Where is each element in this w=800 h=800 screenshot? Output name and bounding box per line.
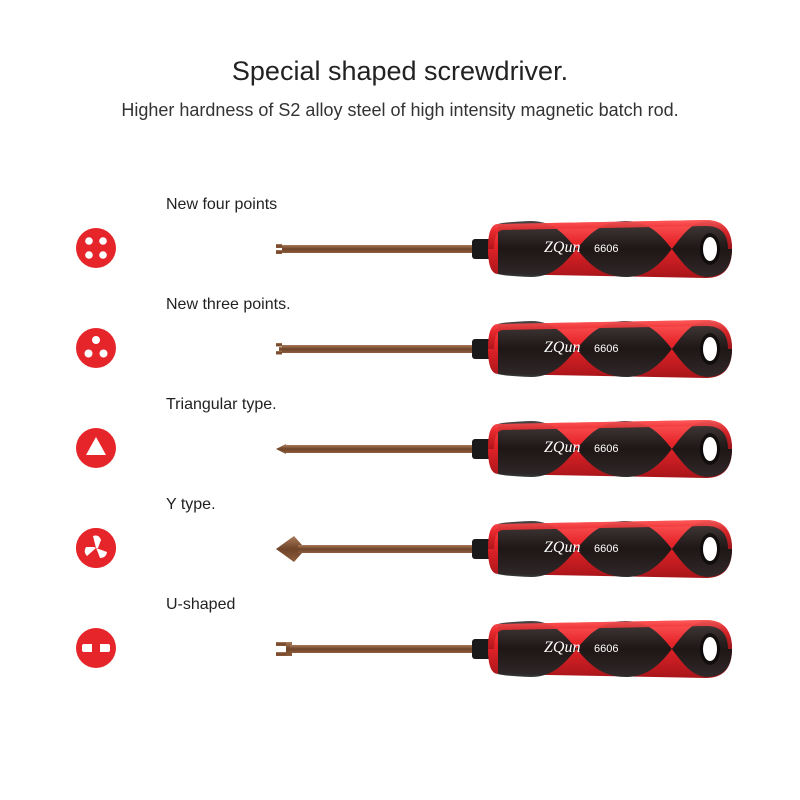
screwdriver: ZQun 6606 (276, 314, 736, 384)
product-row: New three points. (76, 298, 748, 398)
four-dots-icon (76, 228, 116, 268)
u-slot-icon (76, 628, 116, 668)
product-rows: New four points (76, 198, 748, 698)
product-label: New three points. (166, 296, 291, 314)
model-text: 6606 (594, 243, 618, 255)
svg-text:ZQun: ZQun (544, 639, 580, 656)
page-subtitle: Higher hardness of S2 alloy steel of hig… (0, 100, 800, 121)
screwdriver: ZQun 6606 (276, 414, 736, 484)
svg-text:ZQun: ZQun (544, 339, 580, 356)
tri-wing-icon (76, 528, 116, 568)
svg-text:6606: 6606 (594, 343, 618, 355)
product-label: New four points (166, 196, 277, 214)
product-label: Y type. (166, 496, 216, 514)
product-row: New four points (76, 198, 748, 298)
screwdriver: ZQun 6606 (276, 514, 736, 584)
triangle-icon (76, 428, 116, 468)
svg-text:ZQun: ZQun (544, 439, 580, 456)
svg-text:6606: 6606 (594, 643, 618, 655)
product-row: Triangular type. (76, 398, 748, 498)
svg-text:6606: 6606 (594, 443, 618, 455)
svg-text:6606: 6606 (594, 543, 618, 555)
product-row: Y type. (76, 498, 748, 598)
three-dots-icon (76, 328, 116, 368)
brand-text: ZQun (544, 239, 580, 256)
product-label: Triangular type. (166, 396, 277, 414)
product-label: U-shaped (166, 596, 235, 614)
product-row: U-shaped (76, 598, 748, 698)
svg-text:ZQun: ZQun (544, 539, 580, 556)
screwdriver: ZQun 6606 (276, 614, 736, 684)
page-title: Special shaped screwdriver. (0, 56, 800, 87)
screwdriver: ZQun 6606 (276, 214, 736, 284)
